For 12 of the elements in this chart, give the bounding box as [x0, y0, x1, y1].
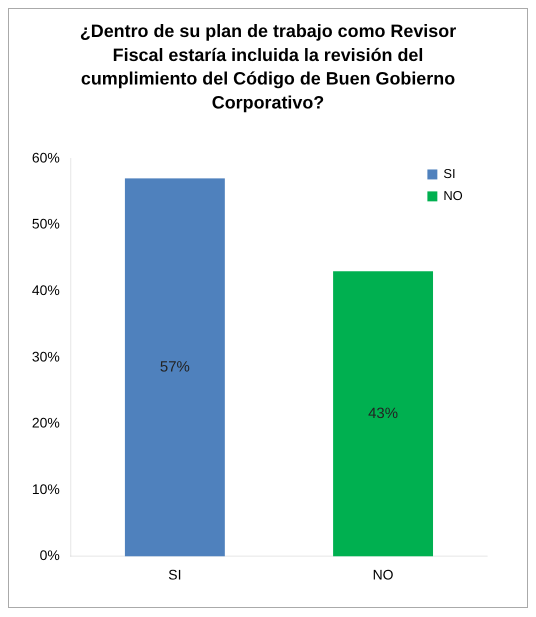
data-label: 43%	[368, 404, 398, 422]
y-tick-label: 0%	[40, 547, 60, 564]
y-tick-label: 60%	[32, 149, 60, 166]
legend-label: SI	[443, 166, 456, 182]
y-tick-label: 40%	[32, 282, 60, 298]
y-tick-label: 30%	[32, 348, 60, 364]
legend-label: NO	[443, 188, 463, 203]
data-label: 57%	[160, 358, 190, 376]
y-tick-label: 10%	[32, 480, 60, 497]
y-tick-label: 20%	[32, 414, 60, 431]
chart-title: ¿Dentro de su plan de trabajo como Revisor Fiscal estaría incluida la revisión del cumplimiento del Código de Buen Gobierno Corporativo?	[80, 20, 456, 113]
y-tick-label: 50%	[32, 216, 60, 232]
